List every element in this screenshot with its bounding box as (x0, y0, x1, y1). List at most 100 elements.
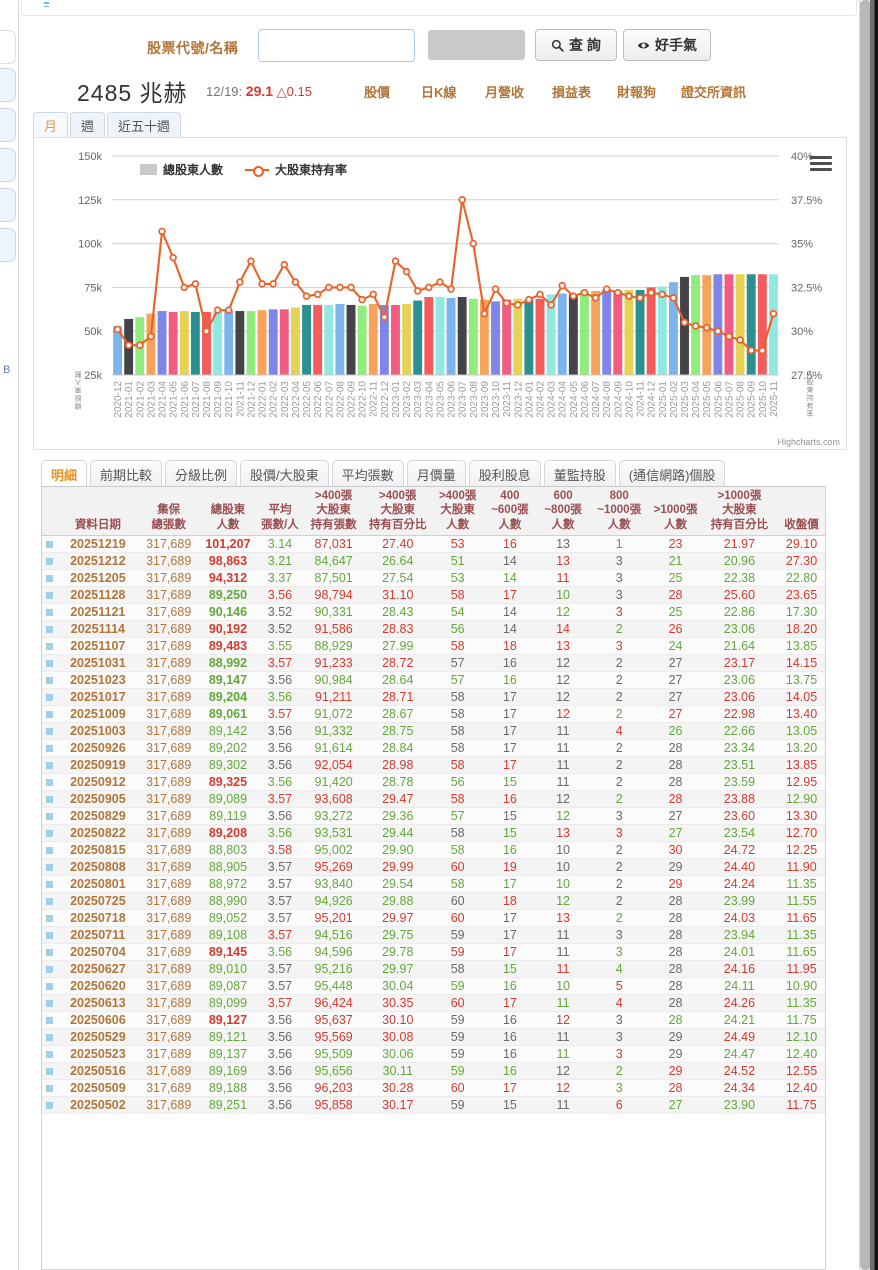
table-row[interactable]: 20251128 317,689 89,250 3.56 98,794 31.10 58 17… (42, 586, 825, 605)
table-row[interactable]: 20251023 317,689 89,147 3.56 90,984 28.64 57 16… (42, 671, 825, 690)
chart-bar[interactable] (491, 301, 500, 375)
chart-line-point[interactable] (714, 327, 722, 335)
table-row[interactable]: 20250711 317,689 89,108 3.57 94,516 29.75 59 17… (42, 926, 825, 945)
chart-bar[interactable] (324, 304, 334, 375)
col-big-count[interactable]: >400張 大股東 人數 (431, 487, 484, 537)
drag-handle-dots-icon[interactable] (44, 0, 49, 7)
chart-bar[interactable] (613, 290, 623, 375)
table-row[interactable]: 20250912 317,689 89,325 3.56 91,420 28.78 56 15… (42, 773, 825, 792)
chart-bar[interactable] (113, 325, 122, 375)
chart-line-point[interactable] (302, 292, 311, 300)
table-row[interactable]: 20250919 317,689 89,302 3.56 92,054 28.98 58 17… (42, 756, 825, 775)
chart-line-point[interactable] (347, 283, 355, 292)
chart-bar[interactable] (580, 290, 589, 375)
chart-line-point[interactable] (480, 309, 489, 318)
chart-bar[interactable] (157, 311, 167, 375)
chart-bar[interactable] (479, 299, 489, 375)
chart-bar[interactable] (568, 294, 578, 375)
chart-line-point[interactable] (391, 257, 400, 265)
chart-bar[interactable] (635, 290, 645, 375)
chart-line-point[interactable] (758, 346, 767, 355)
chart-line-point[interactable] (547, 301, 555, 309)
chart-line-point[interactable] (425, 283, 433, 292)
chart-bar[interactable] (246, 311, 256, 375)
tab-prev-compare[interactable]: 前期比較 (90, 460, 163, 487)
table-row[interactable]: 20250509 317,689 89,188 3.56 96,203 30.28 60 17… (42, 1079, 825, 1098)
chart-bar[interactable] (213, 311, 223, 375)
table-row[interactable]: 20250926 317,689 89,202 3.56 91,614 28.84 58 17… (42, 739, 825, 758)
table-row[interactable]: 20251114 317,689 90,192 3.52 91,586 28.83 56 14… (42, 620, 825, 639)
table-row[interactable]: 20250815 317,689 88,803 3.58 95,002 29.90 58 16… (42, 841, 825, 860)
chart-bar[interactable] (724, 274, 734, 375)
scrollbar-thumb[interactable] (860, 0, 871, 1270)
sidebar-chip[interactable] (0, 228, 16, 262)
chart-bar[interactable] (524, 299, 534, 375)
chart-bar[interactable] (346, 304, 356, 375)
chart-line-point[interactable] (147, 332, 155, 341)
chart-line-point[interactable] (669, 294, 678, 302)
chart-bar[interactable] (357, 305, 367, 375)
chart-menu-icon[interactable] (810, 156, 832, 173)
chart-bar[interactable] (624, 290, 634, 375)
chart-line-point[interactable] (380, 313, 389, 321)
search-input[interactable] (258, 29, 415, 62)
chart-line-point[interactable] (569, 292, 578, 300)
secondary-input-placeholder[interactable] (428, 30, 525, 60)
chart-line-point[interactable] (602, 285, 611, 293)
chart-bar[interactable] (535, 298, 545, 375)
tab-level-ratio[interactable]: 分級比例 (165, 460, 238, 487)
chart-line-point[interactable] (658, 290, 667, 299)
chart-line-point[interactable] (124, 341, 133, 349)
chart-line-point[interactable] (702, 323, 711, 332)
chart-line-point[interactable] (691, 322, 700, 330)
chart-bar[interactable] (379, 304, 389, 375)
table-row[interactable]: 20251003 317,689 89,142 3.56 91,332 28.75 58 17… (42, 722, 825, 741)
col-600-800[interactable]: 600 ~800張 人數 (536, 487, 591, 537)
chart-line-point[interactable] (469, 239, 478, 248)
col-big-lots[interactable]: >400張 大股東 持有張數 (303, 487, 364, 537)
table-row[interactable]: 20250502 317,689 89,251 3.56 95,858 30.17 59 15… (42, 1096, 825, 1115)
tab-week[interactable]: 週 (70, 112, 106, 138)
table-row[interactable]: 20251031 317,689 88,992 3.57 91,233 28.72 57 16… (42, 654, 825, 673)
chart-line-point[interactable] (213, 306, 222, 314)
col-big-pct[interactable]: >400張 大股東 持有百分比 (363, 487, 432, 537)
chart-line-point[interactable] (458, 196, 466, 204)
tab-price-bigholder[interactable]: 股價/大股東 (240, 460, 329, 487)
chart-line-point[interactable] (525, 295, 533, 304)
chart-line-point[interactable] (769, 309, 778, 318)
chart-bar[interactable] (190, 311, 200, 375)
chart-bar[interactable] (546, 294, 556, 375)
table-row[interactable]: 20250829 317,689 89,119 3.56 93,272 29.36 57 15… (42, 807, 825, 826)
chart-line-point[interactable] (169, 253, 177, 262)
chart-line-point[interactable] (491, 285, 500, 293)
chart-line-point[interactable] (625, 292, 633, 300)
chart-line-point[interactable] (280, 260, 289, 269)
chart-bar[interactable] (313, 304, 323, 375)
table-row[interactable]: 20251017 317,689 89,204 3.56 91,211 28.71 58 17… (42, 688, 825, 707)
col-close[interactable]: 收盤價 (776, 487, 825, 537)
nav-link-statementdog[interactable]: 財報狗 (617, 85, 657, 100)
chart-line-point[interactable] (402, 267, 411, 276)
table-row[interactable]: 20250620 317,689 89,087 3.57 95,448 30.04 59 16… (42, 977, 825, 996)
col-avg-lots[interactable]: 平均 張數/人 (256, 487, 304, 537)
chart-bar[interactable] (668, 282, 678, 375)
chart-line-point[interactable] (747, 346, 755, 355)
table-row[interactable]: 20251219 317,689 101,207 3.14 87,031 27.40 53 1… (42, 535, 825, 554)
chart-line-point[interactable] (636, 294, 644, 302)
sidebar-chip[interactable] (0, 148, 16, 182)
nav-link-stock-price[interactable]: 股價 (364, 85, 391, 100)
chart-line-point[interactable] (447, 285, 455, 293)
chart-line-point[interactable] (369, 290, 377, 299)
chart-line-point[interactable] (313, 290, 322, 299)
chart-bar[interactable] (391, 304, 400, 375)
chart-bar[interactable] (335, 304, 345, 375)
chart-bar[interactable] (290, 307, 300, 375)
chart-line-point[interactable] (614, 288, 622, 297)
chart-bar[interactable] (557, 293, 567, 375)
chart-bar[interactable] (646, 287, 656, 375)
chart-line-point[interactable] (269, 280, 277, 288)
chart-bar[interactable] (146, 313, 156, 375)
search-button[interactable]: 查 詢 (535, 29, 617, 61)
chart-bar[interactable] (769, 274, 778, 375)
chart-bar[interactable] (279, 309, 289, 375)
